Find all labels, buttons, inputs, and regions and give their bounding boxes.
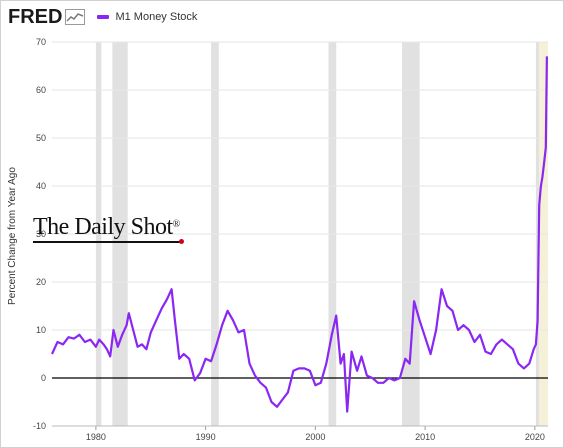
legend-label: M1 Money Stock [115, 11, 198, 23]
y-tick-label-0: 0 [41, 373, 46, 383]
x-tick-label-2010: 2010 [415, 432, 435, 442]
y-tick-label-60: 60 [36, 85, 46, 95]
chart-header: FRED M1 Money Stock [8, 4, 197, 30]
legend[interactable]: M1 Money Stock [97, 11, 197, 23]
line-graph-icon [65, 9, 86, 25]
y-tick-label-30: 30 [36, 229, 46, 239]
y-axis-ticks: -10 0 10 20 30 40 50 60 70 [33, 37, 46, 431]
watermark-text: The Daily Shot [33, 214, 173, 240]
x-tick-label-2000: 2000 [305, 432, 325, 442]
y-tick-label-20: 20 [36, 277, 46, 287]
watermark-dot [179, 239, 184, 244]
y-tick-label-10: 10 [36, 325, 46, 335]
registered-mark: ® [172, 219, 181, 230]
y-tick-label-70: 70 [36, 37, 46, 47]
x-axis-ticks: 1980 1990 2000 2010 2020 [52, 425, 548, 442]
y-tick-label-40: 40 [36, 181, 46, 191]
series-line-m1-money-stock [51, 56, 548, 413]
x-tick-label-2020: 2020 [525, 432, 545, 442]
x-tick-label-1990: 1990 [196, 432, 216, 442]
y-tick-label--10: -10 [33, 421, 46, 431]
fred-logo[interactable]: FRED [8, 6, 63, 28]
daily-shot-watermark: The Daily Shot® [33, 214, 180, 243]
x-tick-label-1980: 1980 [86, 432, 106, 442]
y-tick-label-50: 50 [36, 133, 46, 143]
legend-swatch [97, 15, 110, 19]
y-axis-label: Percent Change from Year Ago [7, 167, 18, 305]
